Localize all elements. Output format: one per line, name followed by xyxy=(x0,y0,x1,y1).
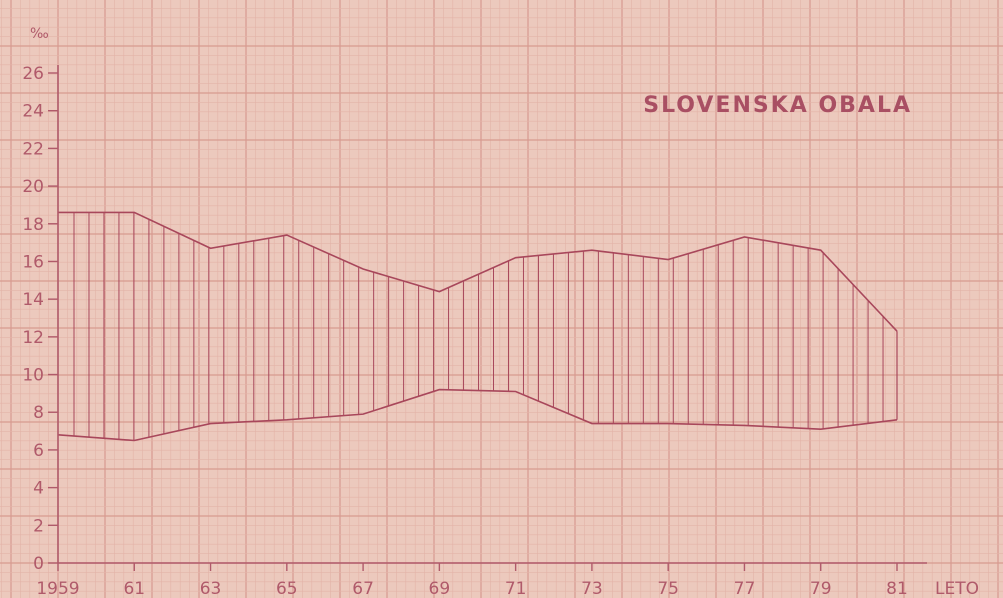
y-tick-label: 4 xyxy=(33,479,44,499)
y-tick-label: 8 xyxy=(33,403,44,423)
chart-title: SLOVENSKA OBALA xyxy=(643,93,912,118)
x-tick-label: 63 xyxy=(200,579,222,598)
x-tick-label: 75 xyxy=(657,579,679,598)
y-tick-label: 0 xyxy=(33,554,44,574)
y-tick-label: 18 xyxy=(22,215,44,235)
x-tick-label: 1959 xyxy=(36,579,79,598)
y-tick-label: 12 xyxy=(22,328,44,348)
y-tick-label: 24 xyxy=(22,102,44,122)
x-tick-label: 79 xyxy=(810,579,832,598)
x-axis-label: LETO xyxy=(935,579,979,598)
x-tick-label: 69 xyxy=(429,579,451,598)
y-tick-label: 2 xyxy=(33,516,44,536)
y-tick-label: 10 xyxy=(22,366,44,386)
y-tick-label: 6 xyxy=(33,441,44,461)
x-tick-label: 71 xyxy=(505,579,527,598)
chart-axes xyxy=(48,65,927,571)
y-tick-label: 20 xyxy=(22,177,44,197)
y-axis-unit: ‰ xyxy=(30,26,49,42)
lower-series-line xyxy=(57,388,898,442)
x-tick-label: 67 xyxy=(352,579,374,598)
y-tick-label: 26 xyxy=(22,64,44,84)
series-lines xyxy=(57,211,898,442)
upper-series-line xyxy=(58,211,898,332)
x-tick-label: 81 xyxy=(886,579,908,598)
x-tick-label: 77 xyxy=(734,579,756,598)
area-hatching xyxy=(73,212,884,441)
y-tick-label: 16 xyxy=(22,252,44,272)
x-tick-label: 61 xyxy=(123,579,145,598)
y-tick-label: 22 xyxy=(22,139,44,159)
x-tick-label: 65 xyxy=(276,579,298,598)
y-tick-label: 14 xyxy=(22,290,44,310)
x-tick-label: 73 xyxy=(581,579,603,598)
